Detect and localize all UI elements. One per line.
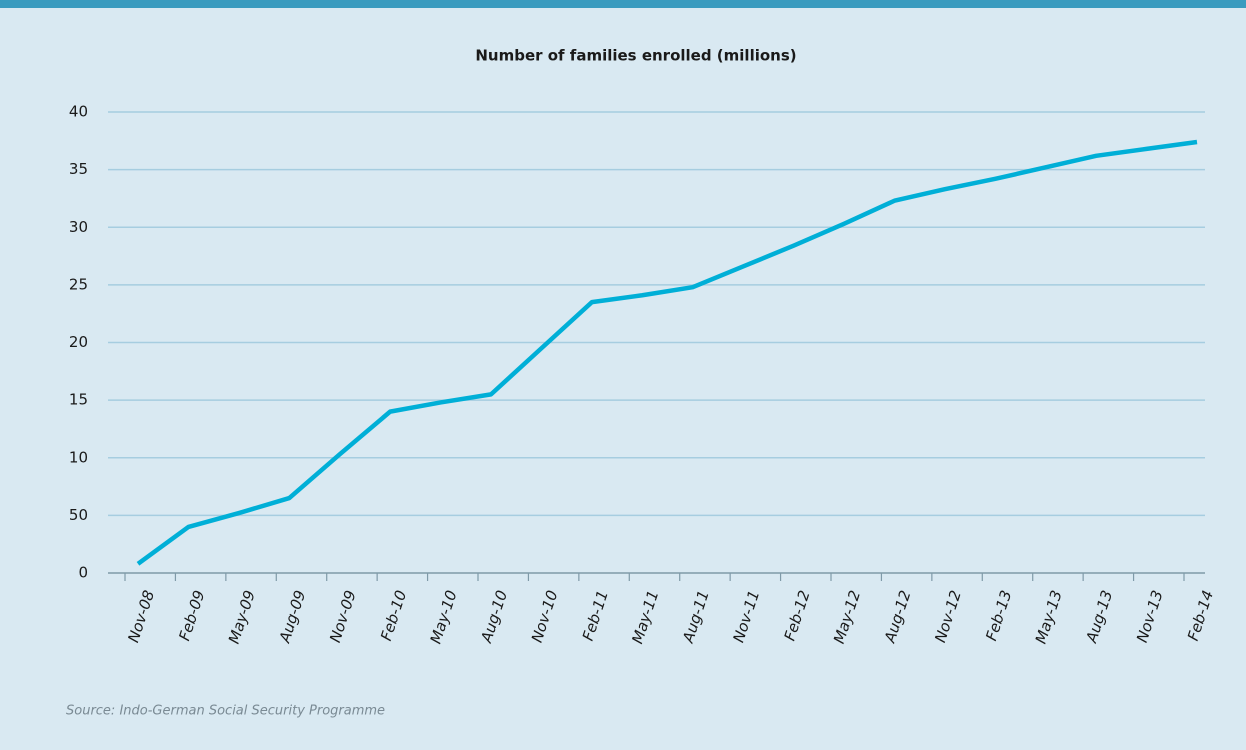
y-tick-label: 25	[69, 275, 88, 293]
top-bar	[0, 0, 1246, 8]
y-tick-label: 35	[69, 160, 88, 178]
chart-title: Number of families enrolled (millions)	[475, 47, 796, 65]
source: Source: Indo-German Social Security Prog…	[66, 704, 385, 719]
y-tick-label: 30	[69, 218, 88, 236]
y-tick-label: 50	[69, 506, 88, 524]
y-tick-label: 10	[69, 448, 88, 466]
data-line	[136, 139, 1198, 566]
y-tick-label: 15	[69, 391, 88, 409]
y-tick-label: 20	[69, 333, 88, 351]
y-tick-label: 0	[78, 564, 88, 582]
y-tick-label: 40	[69, 103, 88, 121]
